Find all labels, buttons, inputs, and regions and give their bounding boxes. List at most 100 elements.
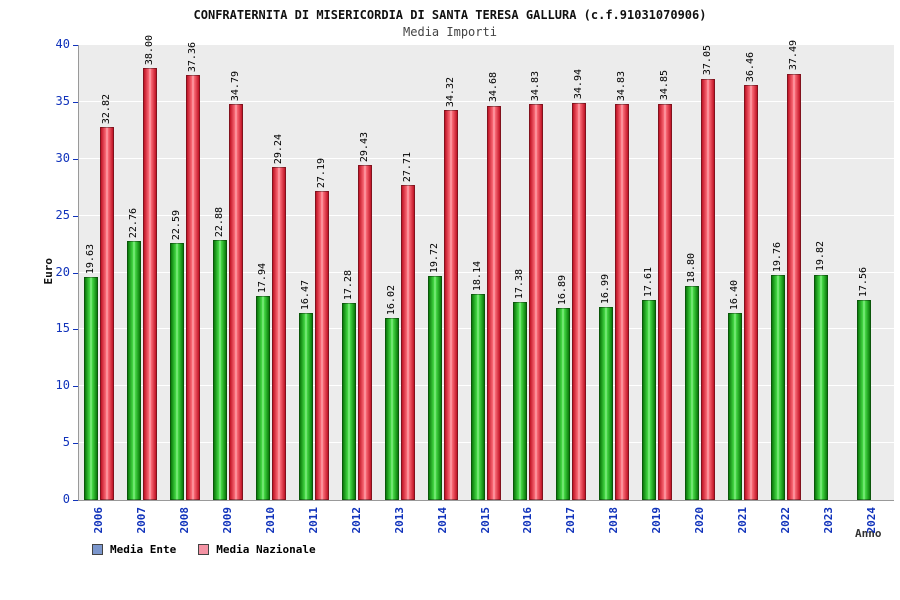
value-label: 19.72 (428, 242, 440, 273)
y-tick-label: 40 (55, 37, 70, 51)
year-label: 2011 (306, 507, 320, 534)
bar-media-nazionale-2016 (529, 103, 544, 500)
bar-media-ente-2021 (727, 313, 742, 500)
y-tick-mark (73, 272, 78, 274)
bar-media-ente-2019 (642, 299, 657, 500)
bar-media-ente-2022 (770, 275, 785, 500)
value-label: 32.82 (101, 93, 113, 124)
bar-media-ente-2018 (599, 306, 614, 500)
value-label: 34.32 (444, 76, 456, 107)
year-label: 2019 (650, 507, 664, 534)
legend: Media Ente Media Nazionale (92, 543, 316, 556)
bar-media-nazionale-2013 (400, 184, 415, 500)
year-label: 2014 (435, 507, 449, 534)
y-tick-label: 30 (55, 150, 70, 165)
year-label: 2008 (178, 507, 192, 534)
bar-media-nazionale-2015 (486, 105, 501, 500)
year-label: 2007 (135, 507, 149, 534)
value-label: 34.85 (659, 70, 671, 101)
value-label: 16.40 (728, 280, 740, 311)
value-label: 34.68 (487, 72, 499, 103)
bar-media-ente-2016 (513, 302, 528, 500)
bar-media-nazionale-2010 (272, 167, 287, 500)
value-label: 34.79 (230, 71, 242, 102)
bar-media-nazionale-2011 (314, 190, 329, 500)
year-label: 2016 (521, 507, 535, 534)
bar-media-ente-2017 (556, 307, 571, 500)
y-tick-mark (73, 101, 78, 103)
value-label: 16.47 (299, 279, 311, 310)
y-tick-mark (73, 215, 78, 217)
y-tick-label: 25 (55, 207, 70, 222)
year-label: 2010 (264, 507, 278, 534)
value-label: 29.43 (358, 132, 370, 163)
bar-media-nazionale-2018 (615, 103, 630, 500)
year-label: 2017 (564, 507, 578, 534)
value-label: 27.71 (401, 151, 413, 182)
bar-media-ente-2014 (427, 275, 442, 500)
bar-media-nazionale-2009 (229, 104, 244, 500)
value-label: 18.80 (685, 253, 697, 284)
value-label: 19.82 (814, 241, 826, 272)
bar-media-ente-2011 (298, 312, 313, 500)
year-label: 2020 (692, 507, 706, 534)
bar-media-ente-2015 (470, 293, 485, 500)
legend-item: Media Nazionale (198, 543, 316, 556)
value-label: 16.02 (385, 284, 397, 315)
value-label: 22.76 (128, 208, 140, 239)
year-label: 2021 (735, 507, 749, 534)
x-axis-label: Anno (855, 527, 882, 540)
y-tick-label: 10 (55, 378, 70, 393)
bar-media-ente-2024 (856, 300, 871, 500)
gridline (79, 44, 894, 45)
value-label: 17.56 (857, 267, 869, 298)
bar-media-ente-2007 (127, 241, 142, 500)
year-label: 2006 (92, 507, 106, 534)
value-label: 29.24 (273, 134, 285, 165)
year-label: 2022 (778, 507, 792, 534)
value-label: 22.88 (214, 206, 226, 237)
bar-media-nazionale-2021 (743, 85, 758, 500)
legend-label: Media Ente (110, 543, 177, 556)
bar-media-ente-2009 (213, 239, 228, 500)
bar-media-nazionale-2014 (443, 109, 458, 500)
value-label: 16.89 (557, 274, 569, 305)
chart-title: CONFRATERNITA DI MISERICORDIA DI SANTA T… (193, 8, 707, 22)
value-label: 18.14 (471, 260, 483, 291)
value-label: 17.61 (643, 266, 655, 297)
value-label: 27.19 (315, 157, 327, 188)
y-tick-mark (73, 329, 78, 331)
bar-media-ente-2012 (341, 303, 356, 500)
y-tick-mark (73, 386, 78, 388)
y-tick-label: 35 (55, 93, 70, 108)
value-label: 37.36 (187, 41, 199, 73)
year-label: 2013 (392, 507, 406, 534)
bar-media-ente-2013 (384, 317, 399, 500)
value-label: 37.05 (701, 45, 713, 76)
bar-media-nazionale-2008 (186, 75, 201, 500)
value-label: 34.83 (616, 70, 628, 101)
year-label: 2009 (221, 507, 235, 534)
bar-media-ente-2006 (84, 276, 99, 500)
bar-media-nazionale-2017 (572, 102, 587, 500)
bar-media-nazionale-2012 (357, 165, 372, 500)
legend-swatch (92, 544, 103, 555)
year-label: 2024 (864, 507, 878, 534)
y-tick-label: 5 (62, 435, 70, 450)
legend-label: Media Nazionale (216, 543, 316, 556)
bar-media-nazionale-2019 (658, 103, 673, 500)
y-tick-label: 20 (55, 264, 70, 279)
value-label: 34.94 (573, 69, 585, 100)
bar-media-nazionale-2020 (700, 78, 715, 500)
bar-media-nazionale-2007 (143, 67, 158, 500)
bar-media-nazionale-2006 (100, 126, 115, 500)
y-tick-label: 15 (55, 321, 70, 336)
value-label: 17.38 (514, 269, 526, 300)
year-label: 2012 (349, 507, 363, 534)
bar-media-ente-2008 (170, 243, 185, 500)
value-label: 22.59 (171, 209, 183, 241)
value-label: 38.00 (144, 34, 156, 65)
legend-item: Media Ente (92, 543, 176, 556)
y-tick-mark (73, 443, 78, 445)
